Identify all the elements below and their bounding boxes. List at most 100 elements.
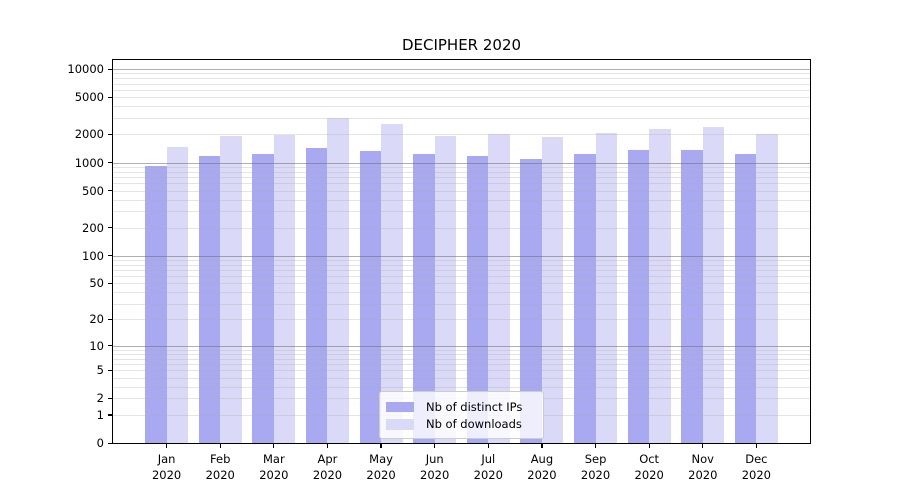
y-tick-mark: [108, 96, 112, 98]
y-tick-mark: [108, 68, 112, 70]
gridline-minor: [113, 227, 810, 229]
gridline-minor: [113, 303, 810, 305]
gridline-minor: [113, 171, 810, 173]
gridline-minor: [113, 377, 810, 379]
bar-nb-of-downloads-may: [381, 124, 403, 443]
x-tick-mark: [541, 444, 543, 448]
legend: Nb of distinct IPs Nb of downloads: [379, 391, 544, 439]
gridline-minor: [113, 269, 810, 271]
gridline-minor: [113, 134, 810, 136]
x-tick-mark: [648, 444, 650, 448]
y-tick-mark: [108, 318, 112, 321]
gridline-minor: [113, 259, 810, 261]
x-tick-mark: [594, 444, 597, 448]
gridline-minor: [113, 283, 810, 285]
legend-label: Nb of distinct IPs: [426, 399, 523, 414]
x-tick-label: Jan 2020: [151, 452, 182, 482]
x-tick-mark: [487, 444, 489, 448]
bar-nb-of-downloads-jul: [488, 133, 510, 443]
gridline-minor: [113, 89, 810, 91]
y-tick-mark: [108, 397, 112, 400]
gridline-minor: [113, 97, 810, 99]
bar-nb-of-distinct-ips-aug: [520, 159, 542, 443]
x-tick-mark: [219, 444, 221, 448]
y-tick-label: 200: [82, 220, 104, 235]
gridline-minor: [113, 190, 810, 192]
x-tick-label: Oct 2020: [634, 452, 664, 482]
gridline-minor: [113, 292, 810, 294]
gridline-minor: [113, 211, 810, 213]
x-tick-label: Jul 2020: [473, 452, 503, 482]
gridline-minor: [113, 118, 810, 120]
bar-nb-of-downloads-nov: [702, 126, 725, 443]
y-tick-label: 2000: [74, 127, 104, 142]
legend-swatch-downloads: [386, 419, 414, 430]
bar-nb-of-downloads-feb: [220, 136, 242, 443]
gridline-minor: [113, 276, 810, 278]
bar-nb-of-distinct-ips-oct: [627, 150, 650, 443]
legend-item-downloads: Nb of downloads: [386, 416, 537, 434]
x-tick-mark: [434, 444, 436, 448]
x-tick-mark: [702, 444, 704, 448]
y-tick-mark: [108, 369, 112, 371]
x-tick-label: Mar 2020: [259, 452, 289, 482]
x-tick-label: May 2020: [366, 452, 396, 482]
bar-nb-of-downloads-dec: [756, 134, 778, 443]
y-tick-mark: [108, 162, 112, 164]
bar-nb-of-distinct-ips-jan: [145, 166, 167, 443]
y-tick-label: 100: [82, 248, 104, 263]
bar-nb-of-distinct-ips-sep: [574, 153, 596, 443]
bar-nb-of-distinct-ips-jul: [466, 155, 489, 443]
y-tick-label: 1: [96, 407, 104, 422]
legend-label: Nb of downloads: [426, 417, 522, 432]
y-tick-label: 50: [89, 276, 104, 291]
gridline-minor: [113, 386, 810, 388]
y-tick-label: 20: [89, 312, 104, 327]
gridline-minor: [113, 264, 810, 266]
gridline-minor: [113, 364, 810, 366]
y-tick-label: 5000: [74, 90, 104, 105]
x-tick-mark: [166, 444, 168, 448]
bar-nb-of-distinct-ips-may: [359, 151, 382, 443]
y-tick-mark: [108, 282, 112, 285]
bar-nb-of-downloads-mar: [273, 135, 296, 443]
gridline-minor: [113, 83, 810, 85]
gridline-minor: [113, 106, 810, 108]
bar-nb-of-distinct-ips-feb: [198, 156, 221, 443]
plot-area: [113, 60, 810, 443]
y-tick-label: 10000: [67, 62, 104, 77]
gridline-minor: [113, 319, 810, 321]
gridline-minor: [113, 353, 810, 355]
y-tick-label: 10: [89, 338, 104, 353]
bar-nb-of-downloads-jun: [434, 136, 457, 443]
x-tick-mark: [755, 444, 757, 448]
legend-swatch-distinct-ips: [386, 401, 414, 412]
y-tick-label: 1000: [74, 155, 104, 170]
gridline-minor: [113, 166, 810, 168]
x-tick-mark: [326, 444, 329, 448]
gridline-major: [113, 162, 810, 164]
gridline-minor: [113, 73, 810, 75]
gridline-minor: [113, 199, 810, 201]
bar-nb-of-downloads-jan: [166, 146, 189, 443]
x-tick-label: Aug 2020: [527, 452, 557, 482]
bar-nb-of-downloads-sep: [595, 132, 618, 443]
x-tick-label: Apr 2020: [312, 452, 343, 482]
gridline-minor: [113, 177, 810, 179]
y-tick-mark: [108, 414, 112, 416]
gridline-minor: [113, 358, 810, 360]
x-tick-label: Jun 2020: [420, 452, 450, 482]
y-tick-mark: [108, 190, 112, 192]
gridline-major: [113, 69, 810, 71]
y-tick-label: 2: [96, 391, 104, 406]
y-tick-label: 5: [96, 363, 104, 378]
x-tick-mark: [380, 444, 382, 448]
gridline-major: [113, 255, 810, 257]
bar-nb-of-distinct-ips-apr: [305, 147, 328, 443]
gridline-major: [113, 345, 810, 347]
x-tick-label: Dec 2020: [741, 452, 772, 482]
bar-nb-of-distinct-ips-dec: [734, 154, 757, 443]
y-tick-mark: [108, 255, 112, 257]
y-tick-mark: [108, 345, 112, 347]
